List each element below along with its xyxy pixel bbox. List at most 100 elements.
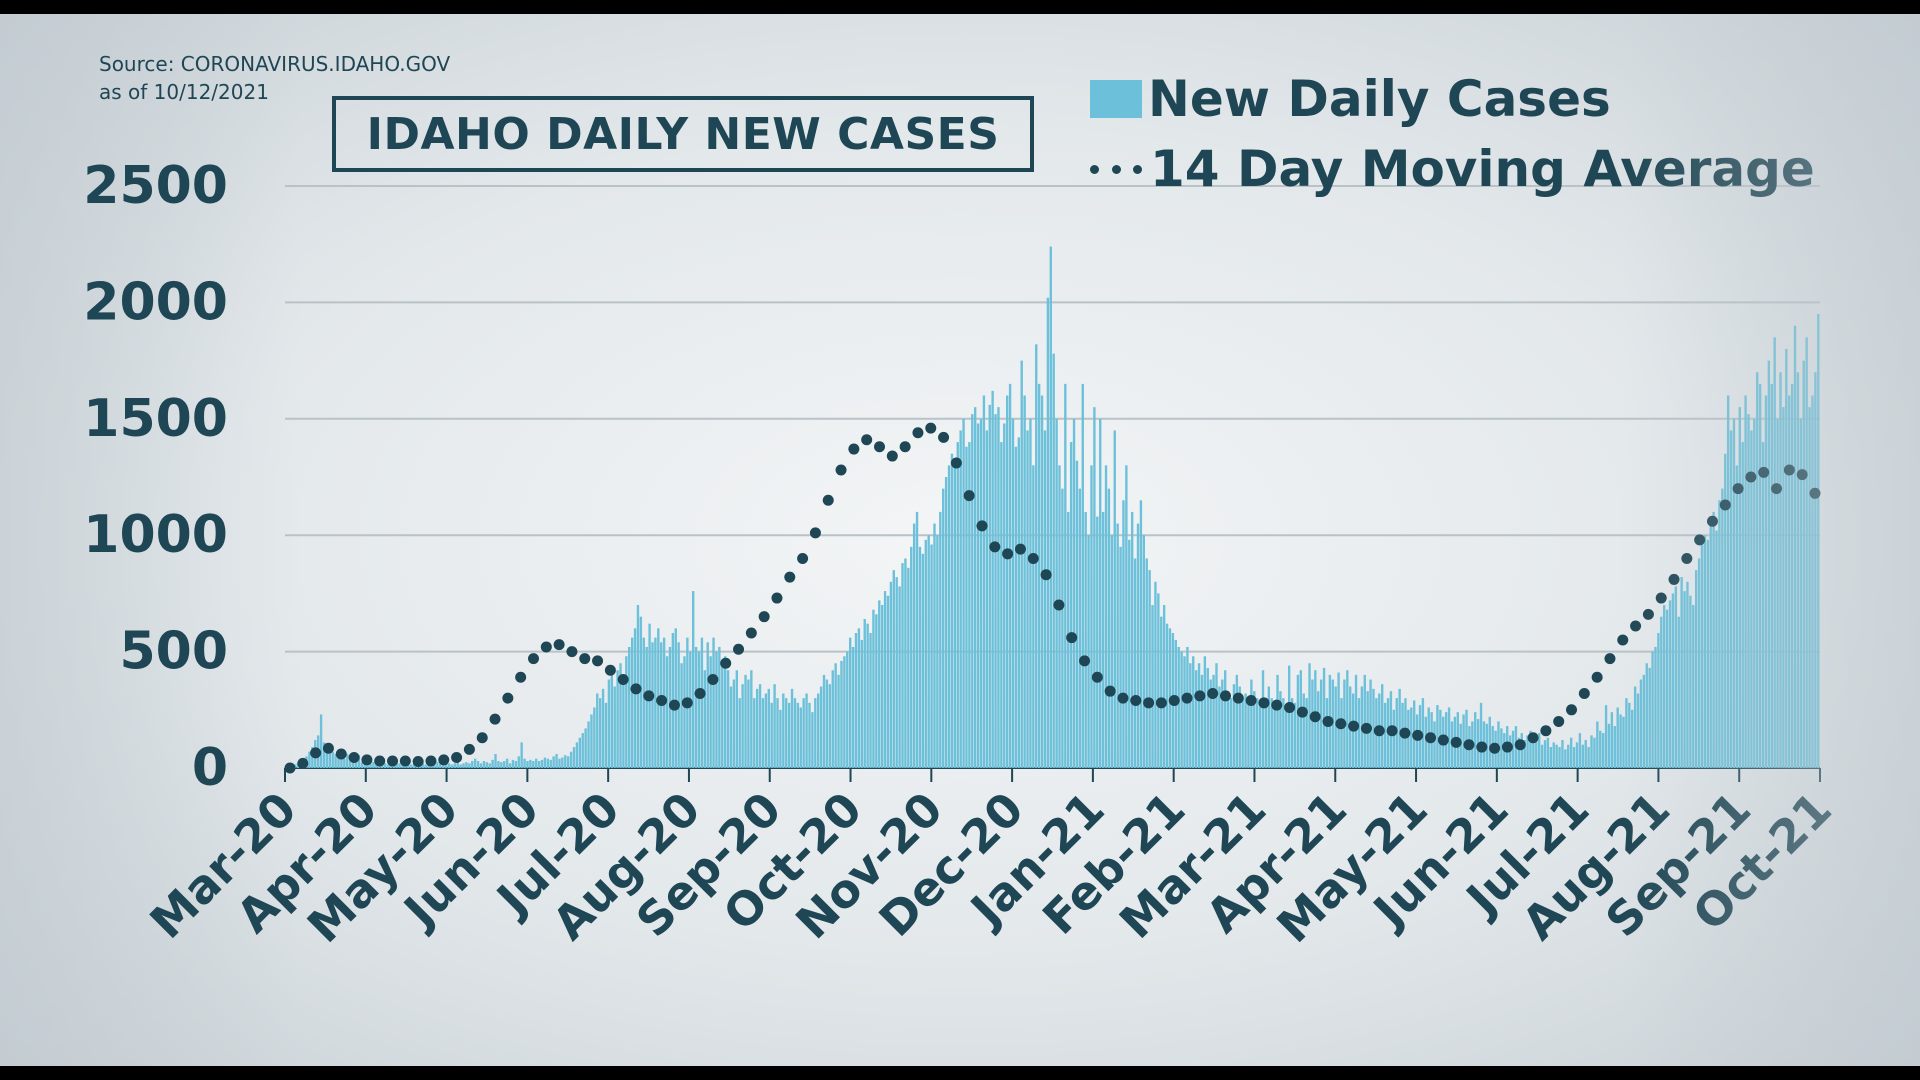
bar (1136, 523, 1140, 768)
average-point (1130, 694, 1142, 706)
bar (1718, 500, 1721, 768)
bar (971, 414, 974, 768)
average-point (387, 755, 399, 767)
bar (1424, 716, 1427, 768)
bar (1520, 733, 1523, 768)
bar (1665, 609, 1669, 768)
average-point (476, 732, 488, 744)
bar (1093, 407, 1096, 768)
bar (994, 414, 997, 768)
bar (875, 614, 878, 768)
average-point (438, 754, 450, 766)
bar (901, 563, 904, 768)
bar (357, 755, 361, 768)
bar (709, 656, 712, 768)
bar (1729, 430, 1733, 768)
bar (1654, 646, 1657, 768)
average-point (771, 592, 783, 604)
average-point (630, 683, 642, 695)
average-point (1258, 697, 1270, 709)
average-point (1348, 720, 1360, 732)
bar (947, 465, 951, 768)
bar (1133, 558, 1137, 768)
bar (447, 763, 451, 768)
bar (581, 733, 584, 768)
bar (1447, 707, 1451, 768)
bar (915, 511, 919, 768)
average-point (1706, 515, 1718, 527)
bar (869, 632, 872, 768)
bar (1770, 383, 1773, 768)
bar (895, 577, 898, 768)
bar (1721, 488, 1724, 768)
bar (1116, 523, 1119, 768)
average-point (989, 541, 1001, 553)
bar (325, 747, 329, 768)
average-point (502, 692, 514, 704)
legend-item-bars: New Daily Cases (1090, 70, 1611, 128)
bar (1075, 460, 1079, 768)
bar (328, 749, 331, 768)
bar (607, 679, 611, 768)
average-point (1514, 739, 1526, 751)
bar (1546, 737, 1550, 768)
bar (1293, 702, 1297, 768)
bar (700, 637, 704, 768)
bar (1224, 670, 1227, 768)
bar (598, 698, 602, 768)
bar (1724, 453, 1727, 768)
bar (1523, 740, 1526, 768)
bar (1663, 605, 1666, 768)
average-point (1630, 620, 1642, 632)
bar (395, 762, 398, 768)
bar (1023, 395, 1026, 768)
bar (1808, 407, 1811, 768)
average-point (335, 748, 347, 760)
bar (744, 674, 747, 768)
bar (790, 688, 794, 768)
bar (1177, 646, 1180, 768)
bar (1796, 372, 1800, 768)
bar (1061, 488, 1064, 768)
bar (1596, 721, 1599, 768)
average-point (861, 434, 873, 446)
bar (1363, 674, 1366, 768)
average-point (412, 755, 424, 767)
bar (596, 693, 599, 768)
bar (1287, 665, 1291, 768)
bar (619, 663, 622, 768)
bar (1119, 546, 1122, 768)
bar (593, 707, 596, 768)
bar (1340, 698, 1343, 768)
bar (1244, 693, 1247, 768)
bar (761, 698, 765, 768)
bar (1761, 442, 1765, 768)
bar (1392, 709, 1396, 768)
bar (738, 698, 741, 768)
bar (883, 591, 887, 768)
average-point (835, 464, 847, 476)
bar (1538, 733, 1541, 768)
average-point (553, 639, 565, 651)
bar (927, 535, 930, 768)
bar (831, 670, 834, 768)
bar (654, 637, 657, 768)
average-point (1501, 741, 1513, 753)
bar (1369, 679, 1372, 768)
average-point (463, 743, 475, 755)
bar (796, 702, 800, 768)
bar (1511, 730, 1515, 768)
bar (1200, 674, 1204, 768)
bar (1151, 605, 1154, 768)
bar (1099, 418, 1102, 768)
bar (1282, 698, 1285, 768)
bar (1715, 530, 1718, 768)
bar (1162, 605, 1166, 768)
bar (1500, 728, 1503, 768)
average-point (963, 490, 975, 502)
bar (1008, 383, 1012, 768)
bar (866, 623, 869, 768)
average-point (1578, 688, 1590, 699)
bar (1788, 395, 1791, 768)
bar (997, 407, 1000, 768)
